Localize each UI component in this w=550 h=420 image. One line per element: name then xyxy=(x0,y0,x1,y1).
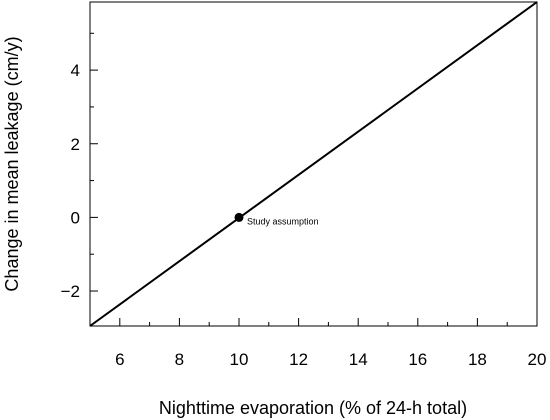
y-tick-label: −2 xyxy=(61,282,80,301)
plot-frame xyxy=(89,1,538,327)
x-tick-label: 10 xyxy=(230,350,249,369)
x-tick-label: 16 xyxy=(408,350,427,369)
x-tick-label: 8 xyxy=(175,350,184,369)
y-tick-label: 4 xyxy=(71,61,80,80)
y-axis-ticks: −2 0 2 4 xyxy=(61,32,98,301)
y-axis-title: Change in mean leakage (cm/y) xyxy=(2,36,22,291)
x-axis-title: Nighttime evaporation (% of 24-h total) xyxy=(159,398,467,418)
points-layer: Study assumption xyxy=(234,212,319,226)
x-tick-label: 14 xyxy=(349,350,368,369)
series-layer xyxy=(89,1,538,327)
x-axis-ticks: 6 8 10 12 14 16 18 20 xyxy=(89,318,547,369)
x-tick-label: 6 xyxy=(115,350,124,369)
data-point xyxy=(234,212,244,222)
series-line xyxy=(89,1,538,327)
y-tick-label: 0 xyxy=(71,208,80,227)
x-tick-label: 18 xyxy=(468,350,487,369)
x-tick-label: 20 xyxy=(528,350,547,369)
y-tick-label: 2 xyxy=(71,135,80,154)
x-tick-label: 12 xyxy=(289,350,308,369)
point-annotation: Study assumption xyxy=(247,216,319,226)
